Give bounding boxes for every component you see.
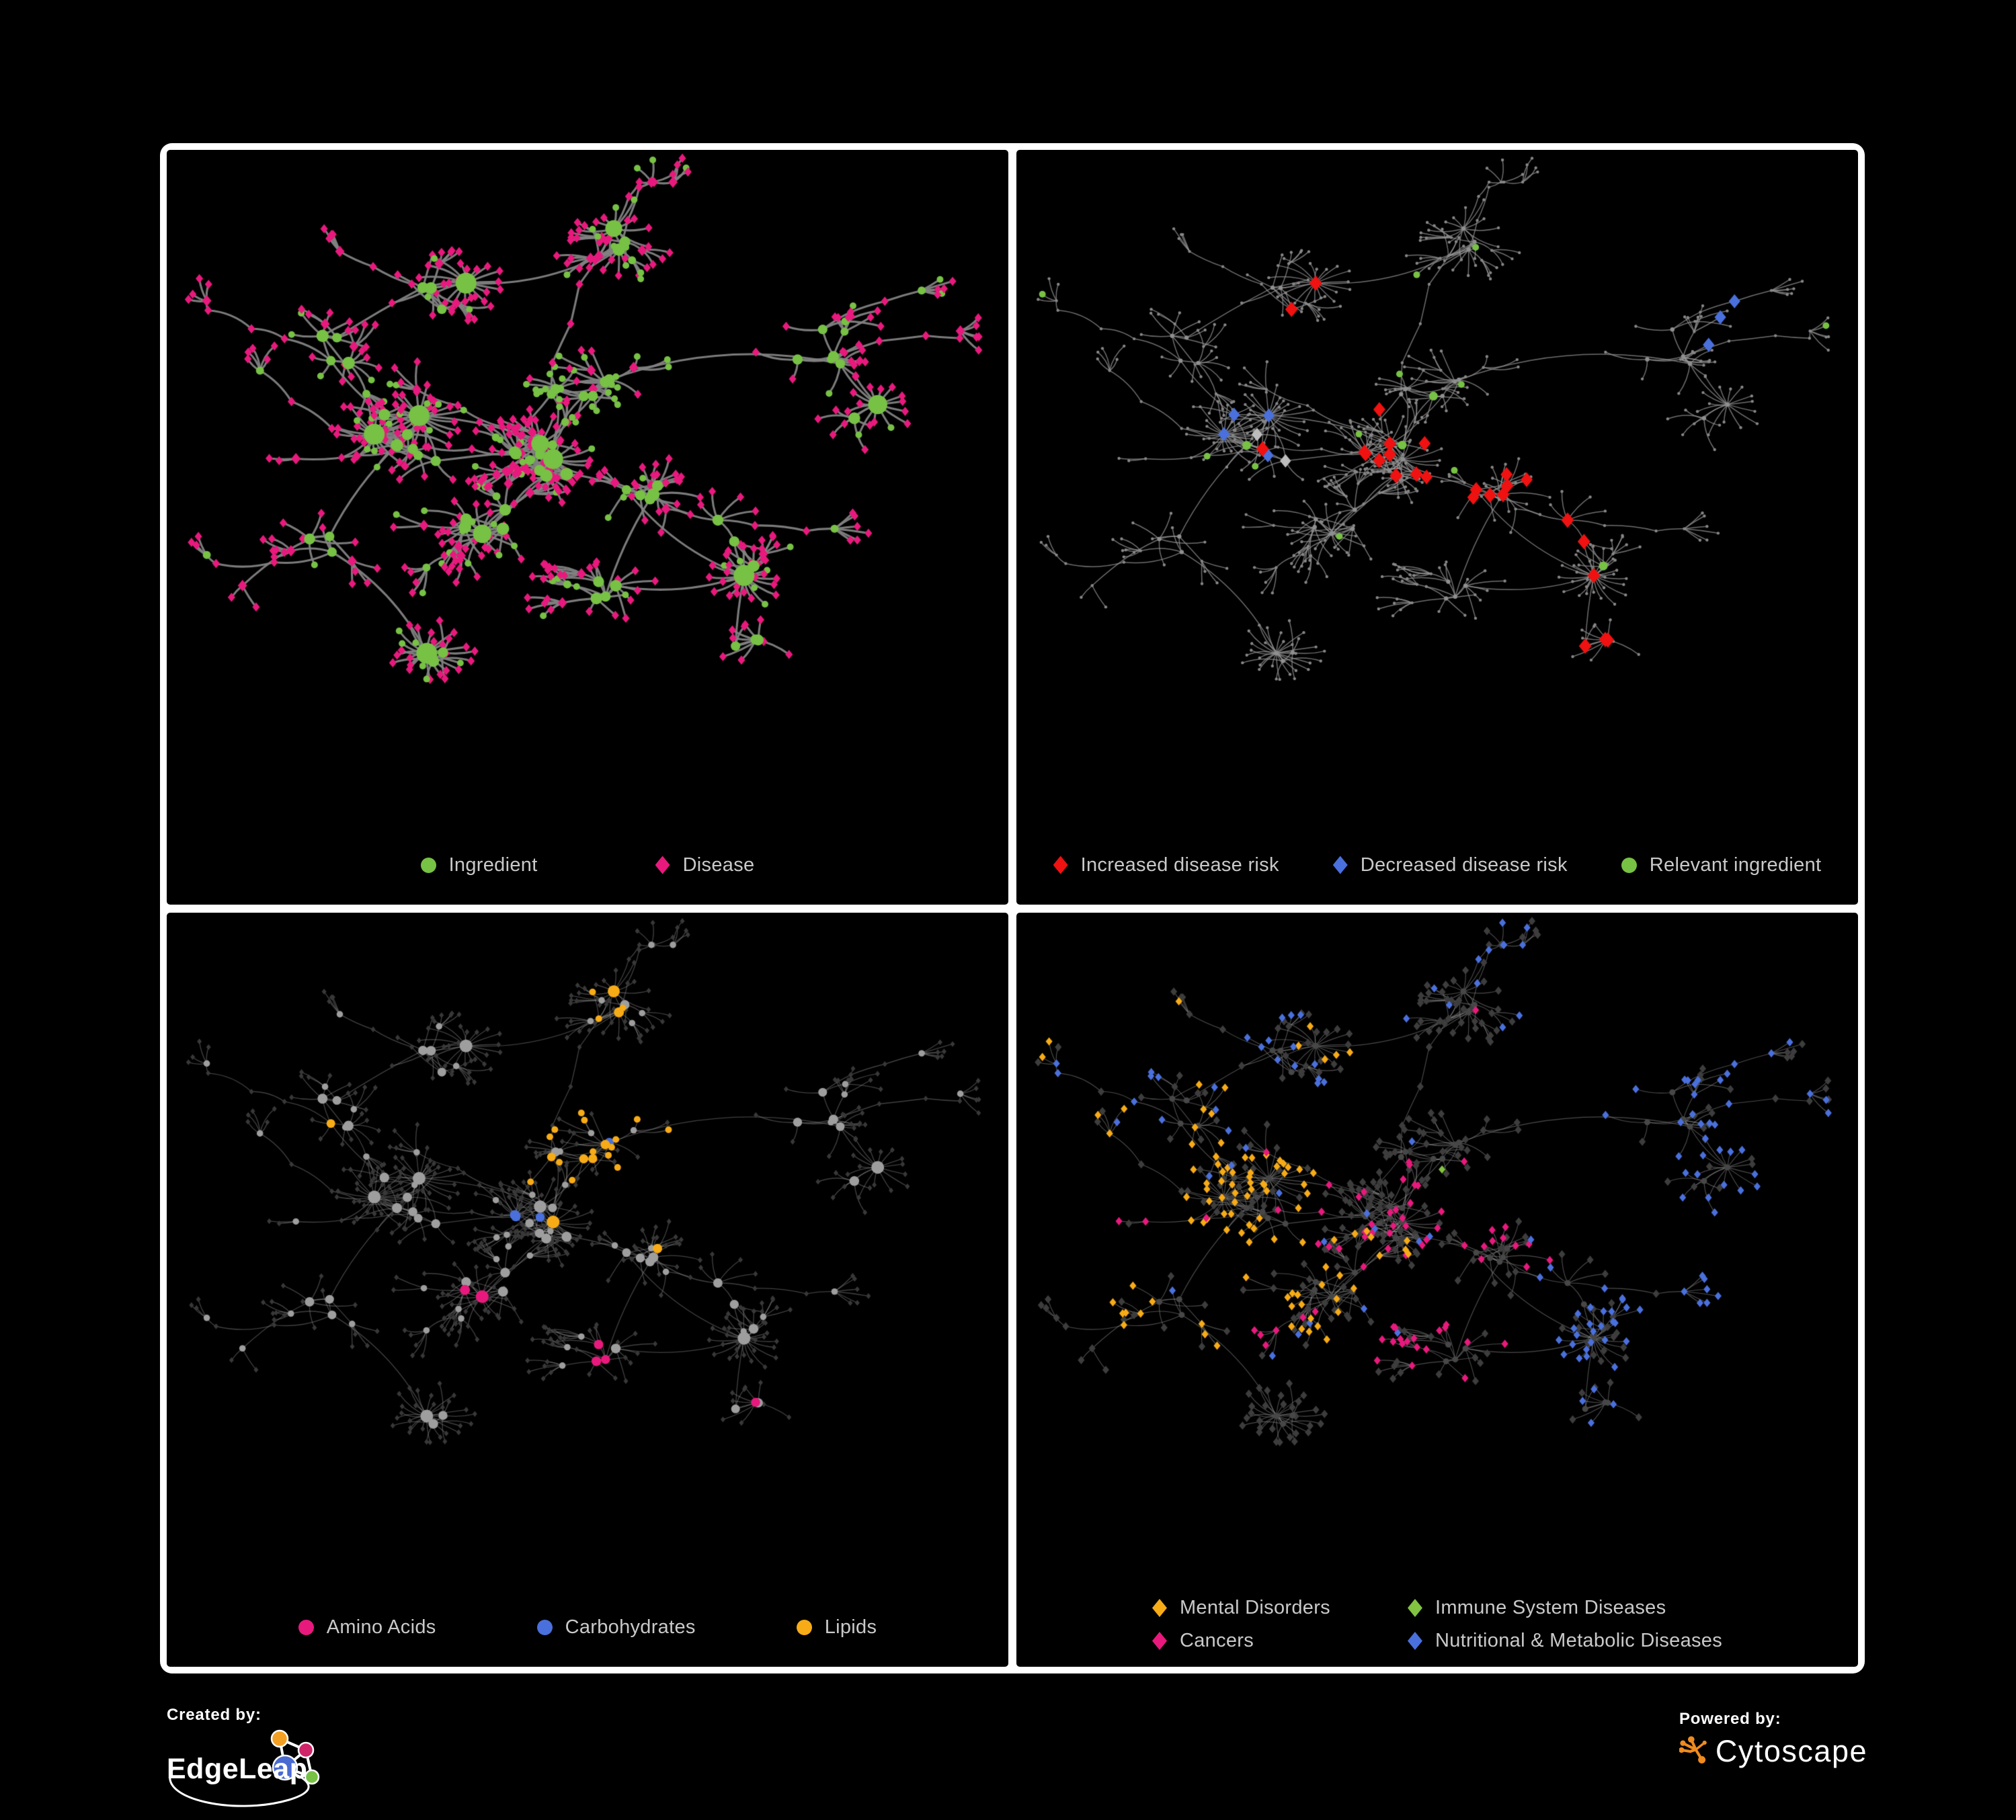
legend-marker-diamond xyxy=(1407,1632,1422,1650)
legend-item-increased-disease-risk: Increased disease risk xyxy=(1053,854,1279,876)
legend-marker-circle xyxy=(536,1620,553,1635)
network-canvas-disease-risk xyxy=(1016,150,1858,904)
legend-item-lipids: Lipids xyxy=(796,1616,877,1639)
legend-item-amino-acids: Amino Acids xyxy=(298,1616,436,1639)
cytoscape-credit: Powered by: Cytoscape xyxy=(1679,1710,1867,1797)
legend-marker-diamond xyxy=(1152,1632,1167,1650)
legend-marker-circle xyxy=(420,857,436,873)
edgeleap-pink-node xyxy=(297,1741,315,1759)
legend-marker-circle xyxy=(298,1620,314,1635)
legend-marker-diamond xyxy=(1053,856,1068,874)
legend-item-carbohydrates: Carbohydrates xyxy=(536,1616,696,1639)
created-by-label: Created by: xyxy=(167,1706,261,1724)
edgeleap-logo-glyph xyxy=(169,1729,320,1807)
legend-label: Lipids xyxy=(824,1616,877,1638)
legend-label: Cancers xyxy=(1179,1630,1254,1651)
panel-disease-categories: Mental Disorders Immune System Diseases Ca… xyxy=(1016,912,1858,1667)
legend-item-cancers: Cancers xyxy=(1152,1630,1330,1652)
legend-marker-diamond xyxy=(1407,1599,1422,1617)
network-panels-grid: Ingredient Disease Increased disease risk… xyxy=(160,143,1865,1673)
legend-label: Amino Acids xyxy=(326,1616,436,1638)
legend-label: Increased disease risk xyxy=(1080,854,1279,876)
legend-label: Nutritional & Metabolic Diseases xyxy=(1435,1630,1723,1651)
legend-label: Mental Disorders xyxy=(1179,1597,1330,1618)
powered-by-label: Powered by: xyxy=(1679,1710,1781,1728)
legend-item-ingredient: Ingredient xyxy=(420,854,538,876)
cytoscape-icon xyxy=(1679,1736,1707,1764)
legend-label: Carbohydrates xyxy=(565,1616,696,1638)
panel-ingredient-disease: Ingredient Disease xyxy=(167,150,1008,905)
cytoscape-wordmark: Cytoscape xyxy=(1715,1734,1867,1768)
legend-disease-risk: Increased disease risk Decreased disease … xyxy=(1016,854,1858,876)
panel-nutrient-classes: Amino Acids Carbohydrates Lipids xyxy=(167,912,1008,1667)
legend-ingredient-disease: Ingredient Disease xyxy=(167,854,1008,876)
legend-label: Relevant ingredient xyxy=(1649,854,1822,876)
legend-marker-circle xyxy=(796,1620,812,1635)
legend-item-decreased-disease-risk: Decreased disease risk xyxy=(1332,854,1568,876)
legend-item-relevant-ingredient: Relevant ingredient xyxy=(1621,854,1822,876)
legend-label: Disease xyxy=(682,854,755,876)
network-canvas-disease-categories xyxy=(1016,912,1858,1667)
legend-marker-circle xyxy=(1621,857,1637,873)
legend-item-immune-system-diseases: Immune System Diseases xyxy=(1407,1597,1722,1619)
legend-item-disease: Disease xyxy=(655,854,755,876)
edgeleap-logo: EdgeLeap xyxy=(167,1726,382,1813)
edgeleap-credit: Created by: EdgeLeap xyxy=(167,1706,382,1813)
legend-label: Ingredient xyxy=(448,854,538,876)
edgeleap-orange-node xyxy=(270,1729,289,1748)
panel-disease-risk: Increased disease risk Decreased disease … xyxy=(1016,150,1858,905)
legend-marker-diamond xyxy=(1152,1599,1167,1617)
legend-marker-diamond xyxy=(1332,856,1348,874)
legend-disease-categories: Mental Disorders Immune System Diseases Ca… xyxy=(1016,1597,1858,1652)
edgeleap-green-node xyxy=(304,1769,320,1785)
edgeleap-blue-node xyxy=(272,1754,298,1781)
legend-item-mental-disorders: Mental Disorders xyxy=(1152,1597,1330,1619)
network-canvas-nutrient-classes xyxy=(167,912,1008,1667)
network-canvas-ingredient-disease xyxy=(167,150,1008,904)
edgeleap-wordmark: EdgeLeap xyxy=(167,1753,308,1785)
legend-nutrient-classes: Amino Acids Carbohydrates Lipids xyxy=(167,1616,1008,1639)
legend-label: Decreased disease risk xyxy=(1360,854,1568,876)
legend-label: Immune System Diseases xyxy=(1435,1597,1666,1618)
legend-item-nutritional-metabolic-diseases: Nutritional & Metabolic Diseases xyxy=(1407,1630,1723,1652)
legend-marker-diamond xyxy=(655,856,670,874)
